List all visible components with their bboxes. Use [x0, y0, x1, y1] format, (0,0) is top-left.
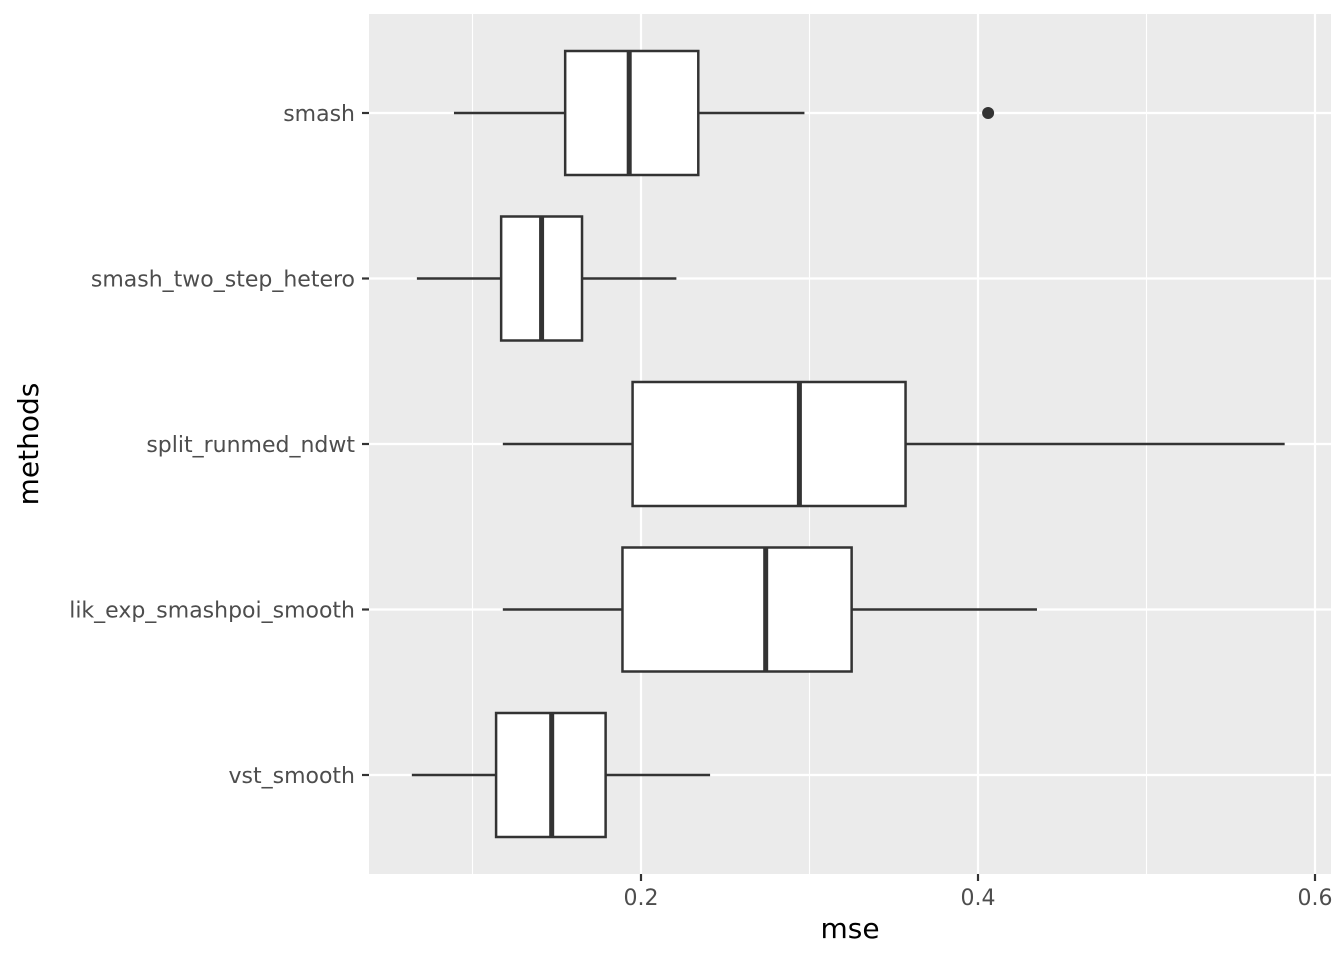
iqr-box: [621, 546, 853, 673]
y-axis-title: methods: [12, 383, 45, 506]
box-vst_smooth: [411, 711, 711, 839]
y-tick-label: lik_exp_smashpoi_smooth: [69, 599, 355, 624]
box-smash: [453, 49, 995, 177]
x-tick-label: 0.6: [1298, 886, 1333, 911]
box-layer: [411, 49, 1285, 839]
axis-layer: smash smash_two_step_hetero split_runmed_n…: [69, 102, 1332, 911]
outlier-point: [982, 107, 995, 119]
iqr-box: [631, 380, 907, 508]
y-tick-label: smash: [283, 102, 355, 127]
y-tick-label: smash_two_step_hetero: [91, 268, 355, 293]
box-smash_two_step_hetero: [416, 215, 677, 342]
x-tick-label: 0.4: [961, 886, 996, 911]
box-split_runmed_ndwt: [502, 380, 1285, 508]
iqr-box: [563, 49, 700, 177]
y-tick-label: split_runmed_ndwt: [146, 433, 355, 458]
box-lik_exp_smashpoi_smooth: [502, 546, 1037, 673]
x-axis-title: mse: [820, 912, 879, 945]
y-tick-label: vst_smooth: [229, 764, 356, 789]
x-tick-label: 0.2: [624, 886, 659, 911]
